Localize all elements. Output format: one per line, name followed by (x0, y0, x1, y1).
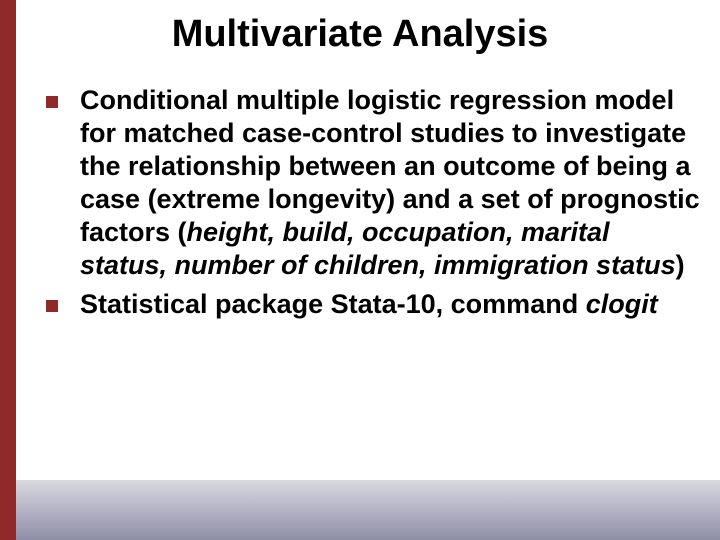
bullet-trail: ) (676, 250, 685, 280)
square-bullet-icon (46, 96, 58, 108)
left-accent-bar (0, 0, 16, 540)
square-bullet-icon (46, 300, 58, 312)
slide: Multivariate Analysis Conditional multip… (0, 0, 720, 540)
bullet-item: Statistical package Stata-10, command cl… (40, 288, 704, 321)
footer-gradient (16, 480, 720, 540)
content-area: Conditional multiple logistic regression… (40, 84, 704, 321)
bullet-text: Conditional multiple logistic regression… (80, 84, 704, 282)
bullet-item: Conditional multiple logistic regression… (40, 84, 704, 282)
slide-title: Multivariate Analysis (0, 14, 720, 56)
bullet-text: Statistical package Stata-10, command cl… (80, 288, 704, 321)
bullet-lead: Statistical package Stata-10, command (80, 289, 586, 319)
bullet-italics: clogit (586, 289, 658, 319)
